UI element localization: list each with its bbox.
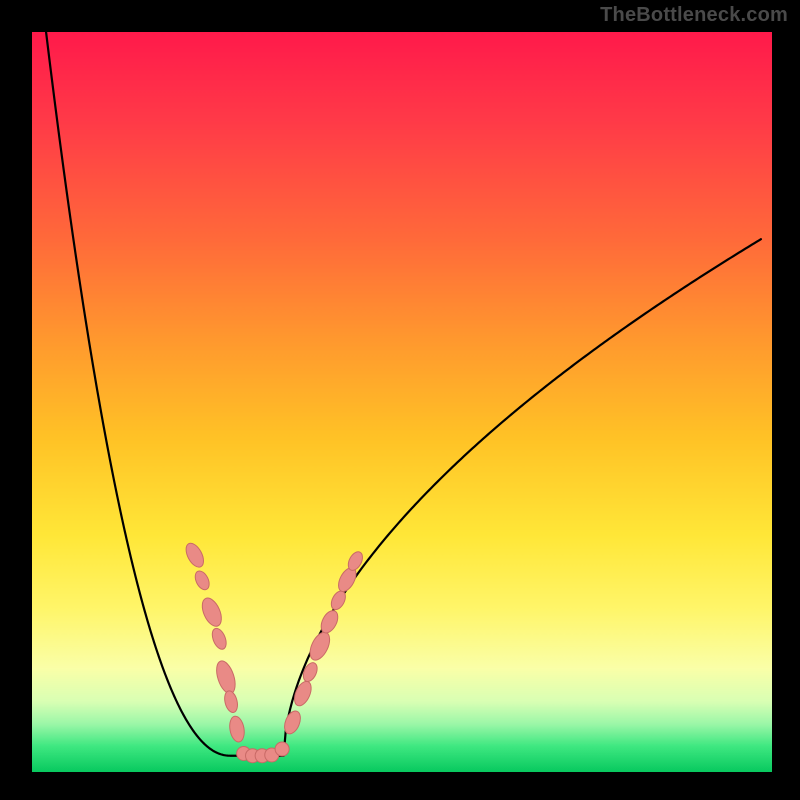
chart-stage: TheBottleneck.com	[0, 0, 800, 800]
curve-svg	[32, 32, 772, 772]
curve-marker	[223, 690, 240, 714]
plot-area	[32, 32, 772, 772]
curve-marker	[183, 540, 208, 570]
curve-marker	[301, 661, 320, 684]
curve-marker	[228, 715, 246, 743]
watermark-label: TheBottleneck.com	[600, 4, 788, 27]
curve-marker	[210, 626, 229, 651]
curve-marker	[213, 659, 239, 696]
curve-marker	[306, 629, 334, 663]
curve-marker	[275, 742, 289, 756]
curve-marker	[198, 595, 225, 629]
curve-marker	[192, 569, 212, 592]
